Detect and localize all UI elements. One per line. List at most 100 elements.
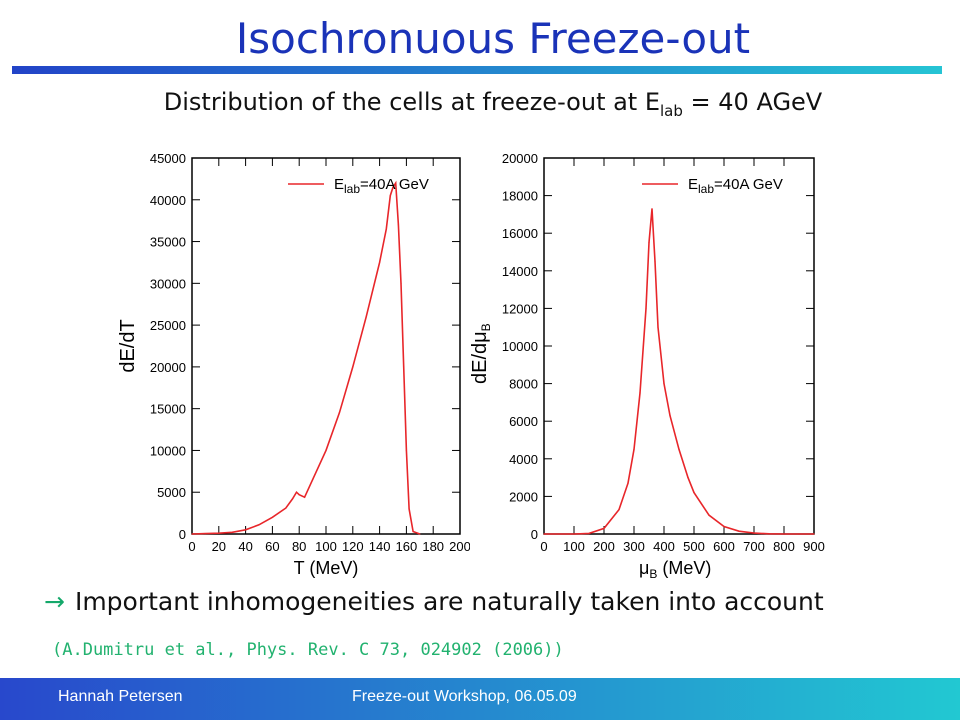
y-tick-label: 12000 (502, 301, 538, 316)
data-point (645, 307, 647, 309)
data-point (400, 282, 402, 284)
data-point (204, 532, 206, 535)
x-tick-label: 100 (563, 539, 585, 554)
data-point (723, 525, 725, 528)
data-point (708, 514, 710, 516)
data-point (618, 508, 620, 511)
data-point (663, 383, 665, 385)
data-point (813, 533, 815, 535)
data-point (303, 496, 306, 498)
x-tick-label: 200 (593, 539, 615, 554)
x-tick-label: 20 (212, 539, 226, 554)
subtitle-end: = 40 AGeV (682, 88, 823, 116)
data-point (392, 186, 394, 188)
data-point (325, 449, 327, 452)
bullet-text: Important inhomogeneities are naturally … (74, 587, 824, 616)
y-axis-label: dE/dT (117, 319, 139, 372)
title-underline-bar (12, 66, 942, 74)
data-point (657, 326, 659, 328)
data-point (678, 448, 680, 450)
x-tick-label: 400 (653, 539, 675, 554)
x-tick-label: 900 (803, 539, 825, 554)
y-tick-label: 10000 (502, 339, 538, 354)
data-point (693, 492, 695, 494)
x-tick-label: 0 (540, 539, 547, 554)
y-axis-label: dE/dμB (469, 323, 493, 384)
y-tick-label: 8000 (509, 377, 538, 392)
y-tick-label: 0 (179, 527, 186, 542)
y-tick-label: 6000 (509, 414, 538, 429)
x-tick-label: 160 (396, 539, 418, 554)
series-line (544, 208, 814, 535)
x-tick-label: 700 (743, 539, 765, 554)
y-tick-label: 15000 (150, 402, 186, 417)
temperature-chart: 0 20 40 60 80 100 120 140 160 180 200 0 5000 10000 150… (117, 151, 470, 578)
data-point (271, 516, 273, 518)
data-point (412, 530, 414, 533)
footer-event: Freeze-out Workshop, 06.05.09 (352, 688, 577, 705)
data-point (218, 532, 220, 534)
data-point (651, 208, 653, 210)
data-point (231, 531, 233, 533)
subtitle-main: Distribution of the cells at freeze-out … (163, 88, 661, 116)
data-point (258, 524, 260, 526)
baryon-chemical-potential-chart: 0 100 200 300 400 500 600 700 800 900 0 2000 4000 600… (469, 151, 825, 581)
y-tick-label: 5000 (157, 485, 186, 500)
series-line (191, 180, 421, 535)
data-point (603, 527, 605, 529)
slide-title: Isochronuous Freeze-out (235, 14, 751, 63)
x-tick-label: 800 (773, 539, 795, 554)
data-point (573, 533, 575, 535)
data-point (245, 529, 247, 531)
data-point (687, 477, 689, 479)
data-point (352, 366, 354, 368)
footer-bar: Hannah Petersen Freeze-out Workshop, 06.… (0, 678, 960, 720)
data-point (312, 479, 314, 481)
y-tick-label: 10000 (150, 443, 186, 458)
data-point (389, 195, 391, 197)
data-point (379, 261, 381, 264)
data-point (543, 533, 545, 535)
data-point (385, 228, 387, 230)
x-tick-label: 600 (713, 539, 735, 554)
x-tick-label: 120 (342, 539, 364, 554)
plot-frame (191, 157, 461, 535)
data-point (669, 414, 671, 417)
y-tick-label: 45000 (150, 151, 186, 166)
data-point (365, 316, 367, 318)
legend-label: Elab=40A GeV (688, 176, 783, 196)
subtitle-subscript: lab (660, 101, 683, 120)
slide-subtitle: Distribution of the cells at freeze-out … (0, 88, 960, 120)
data-point (191, 533, 193, 535)
data-point (768, 533, 770, 535)
data-point (738, 530, 740, 532)
data-point (338, 412, 340, 414)
x-tick-label: 60 (265, 539, 279, 554)
x-tick-label: 80 (292, 539, 306, 554)
data-point (633, 448, 635, 450)
data-point (627, 482, 629, 484)
data-point (405, 449, 407, 452)
data-point (753, 532, 755, 534)
footer-author: Hannah Petersen (58, 688, 183, 705)
data-point (588, 532, 590, 535)
data-point (285, 507, 287, 509)
x-tick-label: 300 (623, 539, 645, 554)
data-point (408, 508, 410, 510)
y-tick-label: 40000 (150, 193, 186, 208)
data-point (654, 260, 656, 262)
y-tick-label: 30000 (150, 276, 186, 291)
y-tick-label: 4000 (509, 452, 538, 467)
x-tick-label: 140 (369, 539, 391, 554)
y-tick-label: 14000 (502, 264, 538, 279)
x-tick-label: 180 (422, 539, 444, 554)
data-point (648, 242, 650, 244)
y-tick-label: 0 (531, 527, 538, 542)
x-tick-label: 100 (315, 539, 337, 554)
data-point (419, 533, 421, 535)
x-tick-label: 0 (188, 539, 195, 554)
x-tick-label: 200 (449, 539, 470, 554)
data-point (783, 533, 785, 535)
arrow-icon: → (44, 587, 65, 616)
x-tick-label: 500 (683, 539, 705, 554)
